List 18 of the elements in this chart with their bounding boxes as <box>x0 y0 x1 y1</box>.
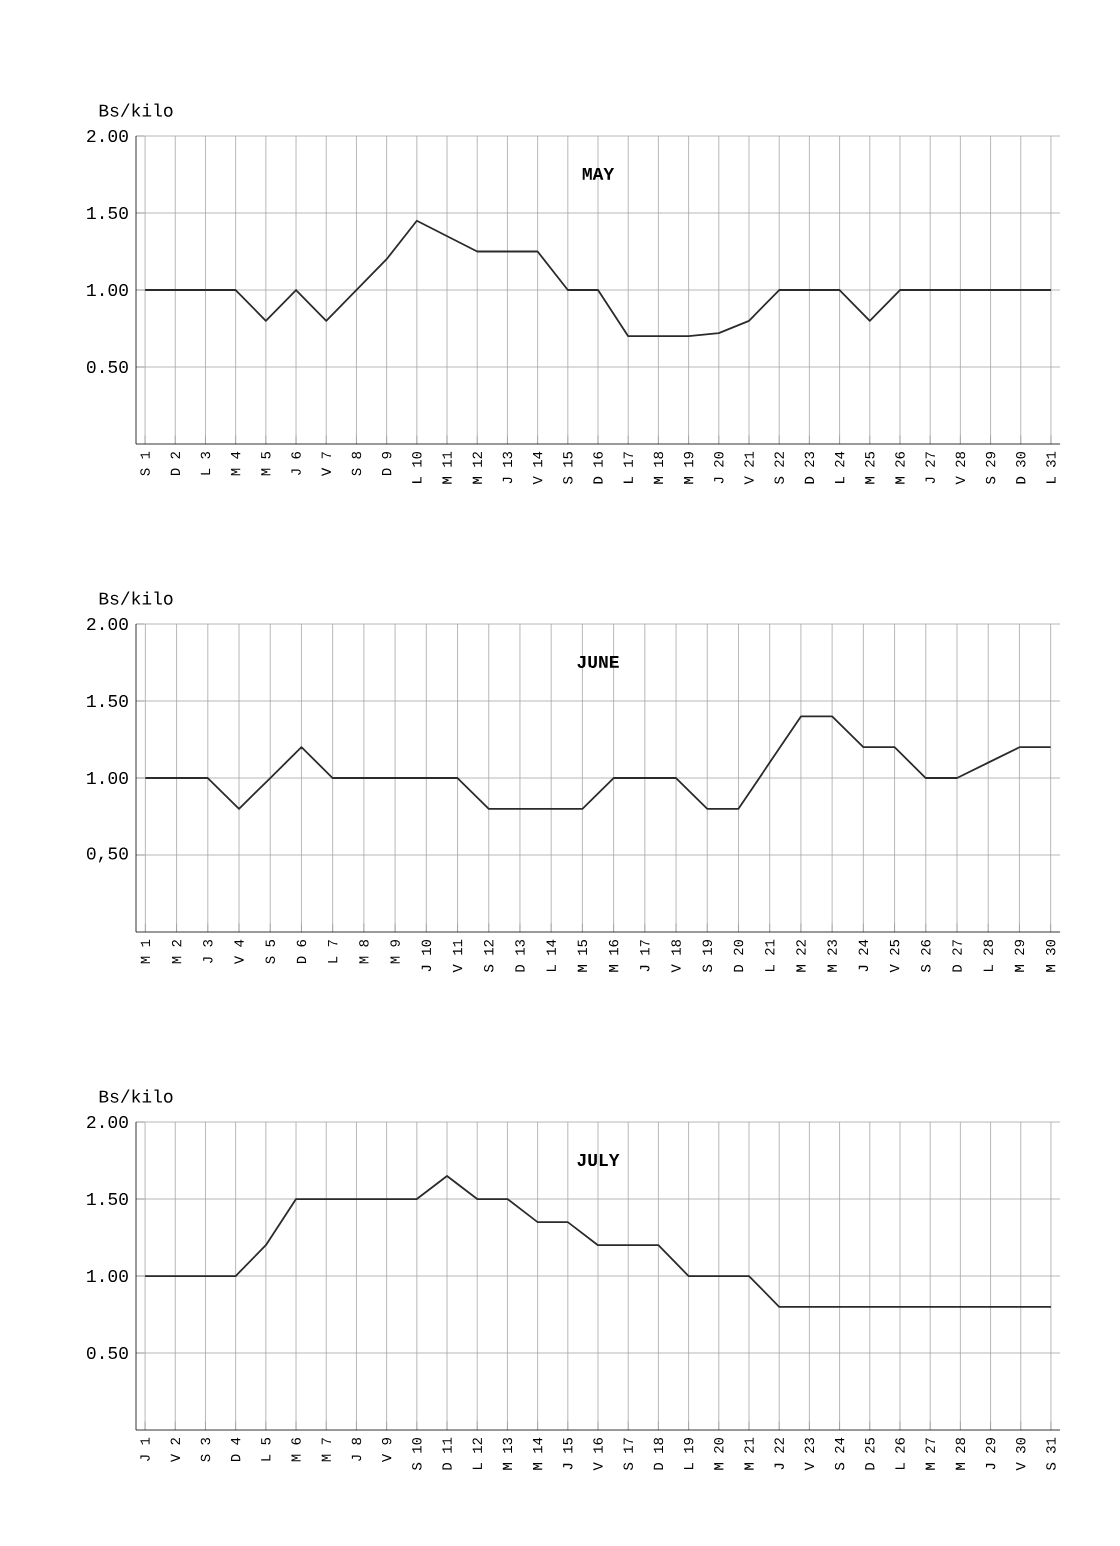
y-tick-label: 1.50 <box>87 206 128 220</box>
text: JULY <box>577 1154 620 1167</box>
y-tick-label: 1.00 <box>87 771 128 785</box>
y-tick-label: 1.00 <box>87 1269 128 1283</box>
y-tick-label: 0.50 <box>87 1346 128 1360</box>
y-axis-title: Bs/kilo <box>99 103 173 117</box>
text: JUNE <box>577 656 619 669</box>
y-tick-label: 2.00 <box>87 1115 128 1129</box>
y-tick-label: 2.00 <box>87 129 128 143</box>
y-tick-label: 1.00 <box>87 283 128 297</box>
y-axis-title: Bs/kilo <box>99 591 173 605</box>
y-tick-label: 1.50 <box>87 1192 128 1206</box>
y-tick-label: 2.00 <box>87 617 128 631</box>
y-tick-label: 1.50 <box>87 694 128 708</box>
y-tick-label: 0.50 <box>87 360 128 374</box>
y-tick-label: 0,50 <box>87 847 128 863</box>
y-axis-title: Bs/kilo <box>99 1089 173 1103</box>
text: MAY <box>582 168 615 180</box>
